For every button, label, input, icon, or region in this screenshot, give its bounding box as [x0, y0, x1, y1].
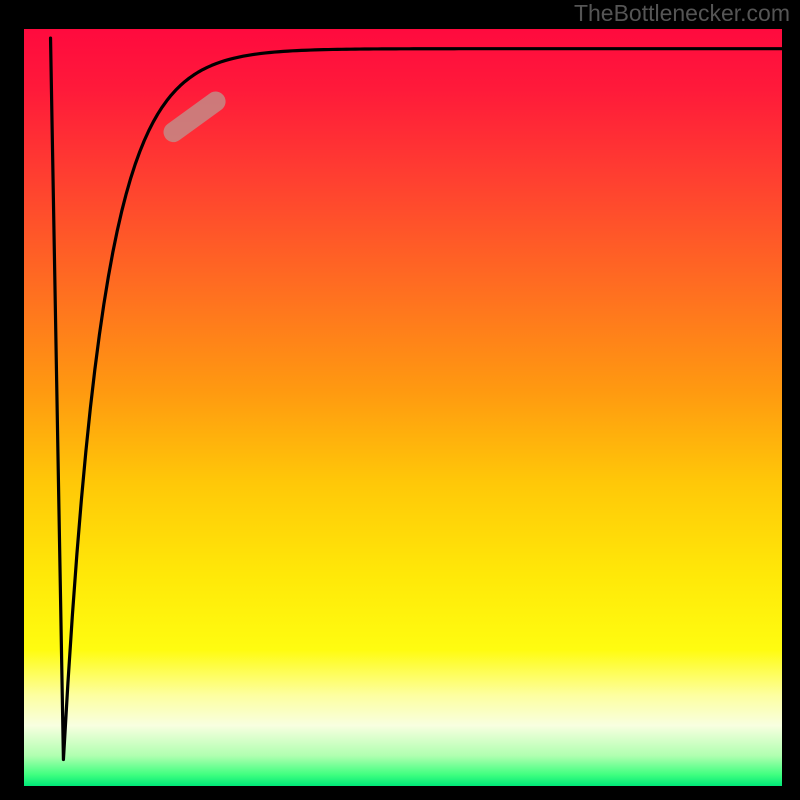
watermark-text: TheBottlenecker.com — [574, 0, 790, 27]
plot-area — [24, 29, 782, 786]
gradient-background — [24, 29, 782, 786]
plot-svg — [24, 29, 782, 786]
chart-container: TheBottlenecker.com — [0, 0, 800, 800]
